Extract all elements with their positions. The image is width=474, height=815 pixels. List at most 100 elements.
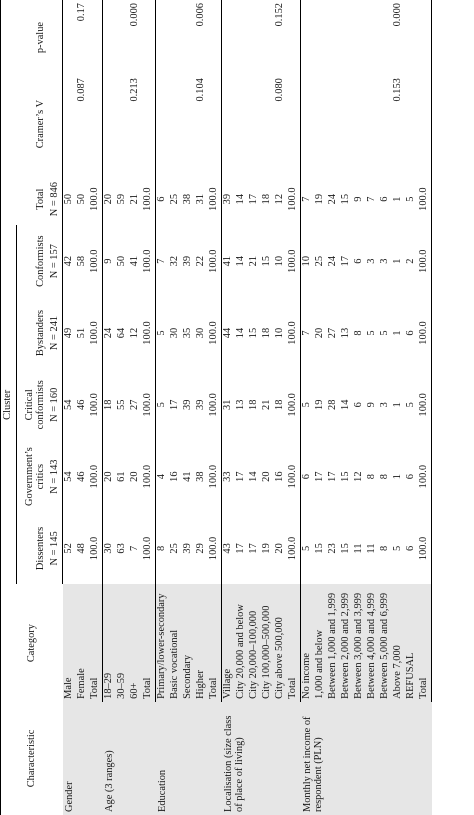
cluster-value-cell: 100.0 <box>89 512 103 585</box>
cluster-value-cell: 100.0 <box>89 225 103 298</box>
cluster-value-cell: 17 <box>169 399 181 410</box>
cluster-value-cell: 30 <box>195 327 207 339</box>
cluster-value-cell: 10 <box>274 255 286 267</box>
cluster-value-cell: 14 <box>340 399 352 410</box>
cramers-v-cell <box>287 75 301 174</box>
table-row: City above 500,000 20 16 18 10 10 12 0.080 0.152 <box>274 0 287 815</box>
p-value-cell <box>418 0 432 76</box>
total-value-cell: 15 <box>340 193 352 205</box>
table-row: Basic vocational 25 16 17 30 32 25 <box>169 0 182 815</box>
cluster-value-cell: 42 <box>63 255 75 267</box>
cluster-header: Cluster <box>0 225 17 585</box>
total-value-cell: 31 <box>195 193 207 205</box>
cluster-value-cell: 8 <box>379 545 391 552</box>
cluster-n-critical-conformists: N = 160 <box>48 368 63 441</box>
p-value-cell: 0.17 <box>76 3 88 22</box>
cluster-value-cell: 5 <box>156 330 168 336</box>
p-value-header: p-value <box>35 21 47 54</box>
cramers-v-cell <box>379 75 392 173</box>
cluster-value-cell: 29 <box>195 543 207 554</box>
table-row: 30–59 63 61 55 64 50 59 <box>116 0 129 815</box>
cluster-value-cell: 50 <box>116 255 128 267</box>
total-header: Total <box>35 188 47 210</box>
cramers-v-cell <box>248 75 261 173</box>
cluster-value-cell: 15 <box>314 543 326 554</box>
cluster-value-cell: 8 <box>379 474 391 480</box>
category-cell: Between 1,000 and 1,999 <box>327 584 340 702</box>
p-value-cell <box>182 0 195 75</box>
cluster-value-cell: 6 <box>405 545 417 552</box>
table-row: Total 100.0 100.0 100.0 100.0 100.0 100.0 <box>208 0 222 815</box>
cluster-name-bystanders: Bystanders <box>35 309 47 357</box>
total-value-cell: 17 <box>248 193 260 205</box>
cluster-value-cell: 11 <box>366 543 378 554</box>
cluster-value-cell: 25 <box>169 543 181 554</box>
cluster-name-critical-conformists: Critical conformists <box>24 380 47 430</box>
table-body: Gender Male 52 54 54 49 42 50 Female 48 46 46 51 58 50… <box>62 0 432 815</box>
cluster-n-governments-critics: N = 143 <box>48 440 63 513</box>
cramers-v-cell <box>314 75 327 173</box>
category-cell: Secondary <box>182 584 195 702</box>
cluster-value-cell: 100.0 <box>287 368 301 441</box>
cluster-value-cell: 13 <box>340 327 352 339</box>
table-row: Between 3,000 and 3,999 11 12 6 8 6 9 <box>353 0 366 815</box>
cluster-value-cell: 3 <box>366 258 378 264</box>
cluster-name-governments-critics: Government’s critics <box>24 447 47 507</box>
p-value-cell <box>89 0 103 76</box>
total-value-cell: 9 <box>353 196 365 202</box>
cluster-value-cell: 30 <box>103 543 115 554</box>
cluster-value-cell: 20 <box>314 327 326 339</box>
cluster-value-cell: 21 <box>248 255 260 267</box>
category-cell: Male <box>62 584 76 702</box>
cluster-value-cell: 54 <box>63 399 75 410</box>
cluster-value-cell: 1 <box>392 258 404 264</box>
cluster-value-cell: 8 <box>353 330 365 336</box>
cluster-value-cell: 41 <box>182 471 194 482</box>
cramers-v-cell <box>301 75 315 173</box>
cramers-v-cell: 0.213 <box>129 78 141 102</box>
cluster-value-cell: 39 <box>182 255 194 267</box>
cramers-v-cell <box>156 75 170 173</box>
cluster-value-cell: 6 <box>405 474 417 480</box>
cluster-value-cell: 100.0 <box>142 225 156 298</box>
cluster-value-cell: 49 <box>63 327 75 339</box>
cluster-value-cell: 100.0 <box>208 440 222 513</box>
total-value-cell: 12 <box>274 193 286 205</box>
cluster-value-cell: 1 <box>392 402 404 408</box>
p-value-cell <box>156 0 170 75</box>
cluster-value-cell: 15 <box>248 327 260 339</box>
cluster-value-cell: 14 <box>248 471 260 482</box>
cluster-value-cell: 6 <box>405 330 417 336</box>
total-value-cell: 19 <box>314 193 326 205</box>
table-row: City 100,000–500,000 19 20 21 18 15 18 <box>261 0 274 815</box>
cramers-v-cell <box>340 75 353 173</box>
cluster-value-cell: 2 <box>405 258 417 264</box>
cluster-value-cell: 24 <box>327 255 339 267</box>
p-value-cell <box>103 0 117 75</box>
cluster-value-cell: 100.0 <box>208 297 222 369</box>
cluster-value-cell: 20 <box>274 543 286 554</box>
cluster-value-cell: 1 <box>392 474 404 480</box>
category-cell: Total <box>287 584 301 702</box>
cramers-v-cell <box>89 75 103 174</box>
cluster-value-cell: 100.0 <box>208 512 222 585</box>
cluster-value-cell: 100.0 <box>418 368 432 441</box>
cluster-value-cell: 12 <box>129 327 141 339</box>
characteristic-cell: Age (3 ranges) <box>102 701 156 815</box>
category-cell: 1,000 and below <box>314 584 327 702</box>
category-cell: City 20,000–100,000 <box>248 584 261 702</box>
cluster-value-cell: 5 <box>366 330 378 336</box>
cluster-value-cell: 4 <box>156 474 168 480</box>
total-value-cell: 20 <box>103 193 115 205</box>
cluster-value-cell: 22 <box>195 255 207 267</box>
cluster-value-cell: 100.0 <box>89 368 103 441</box>
cluster-value-cell: 12 <box>353 471 365 482</box>
cluster-value-cell: 17 <box>340 255 352 267</box>
cluster-value-cell: 3 <box>379 402 391 408</box>
cluster-value-cell: 21 <box>261 399 273 410</box>
table-row: 1,000 and below 15 17 19 20 25 19 <box>314 0 327 815</box>
cluster-value-cell: 7 <box>301 330 313 336</box>
cluster-value-cell: 100.0 <box>89 440 103 513</box>
category-cell: Total <box>142 584 156 702</box>
cluster-value-cell: 100.0 <box>142 368 156 441</box>
